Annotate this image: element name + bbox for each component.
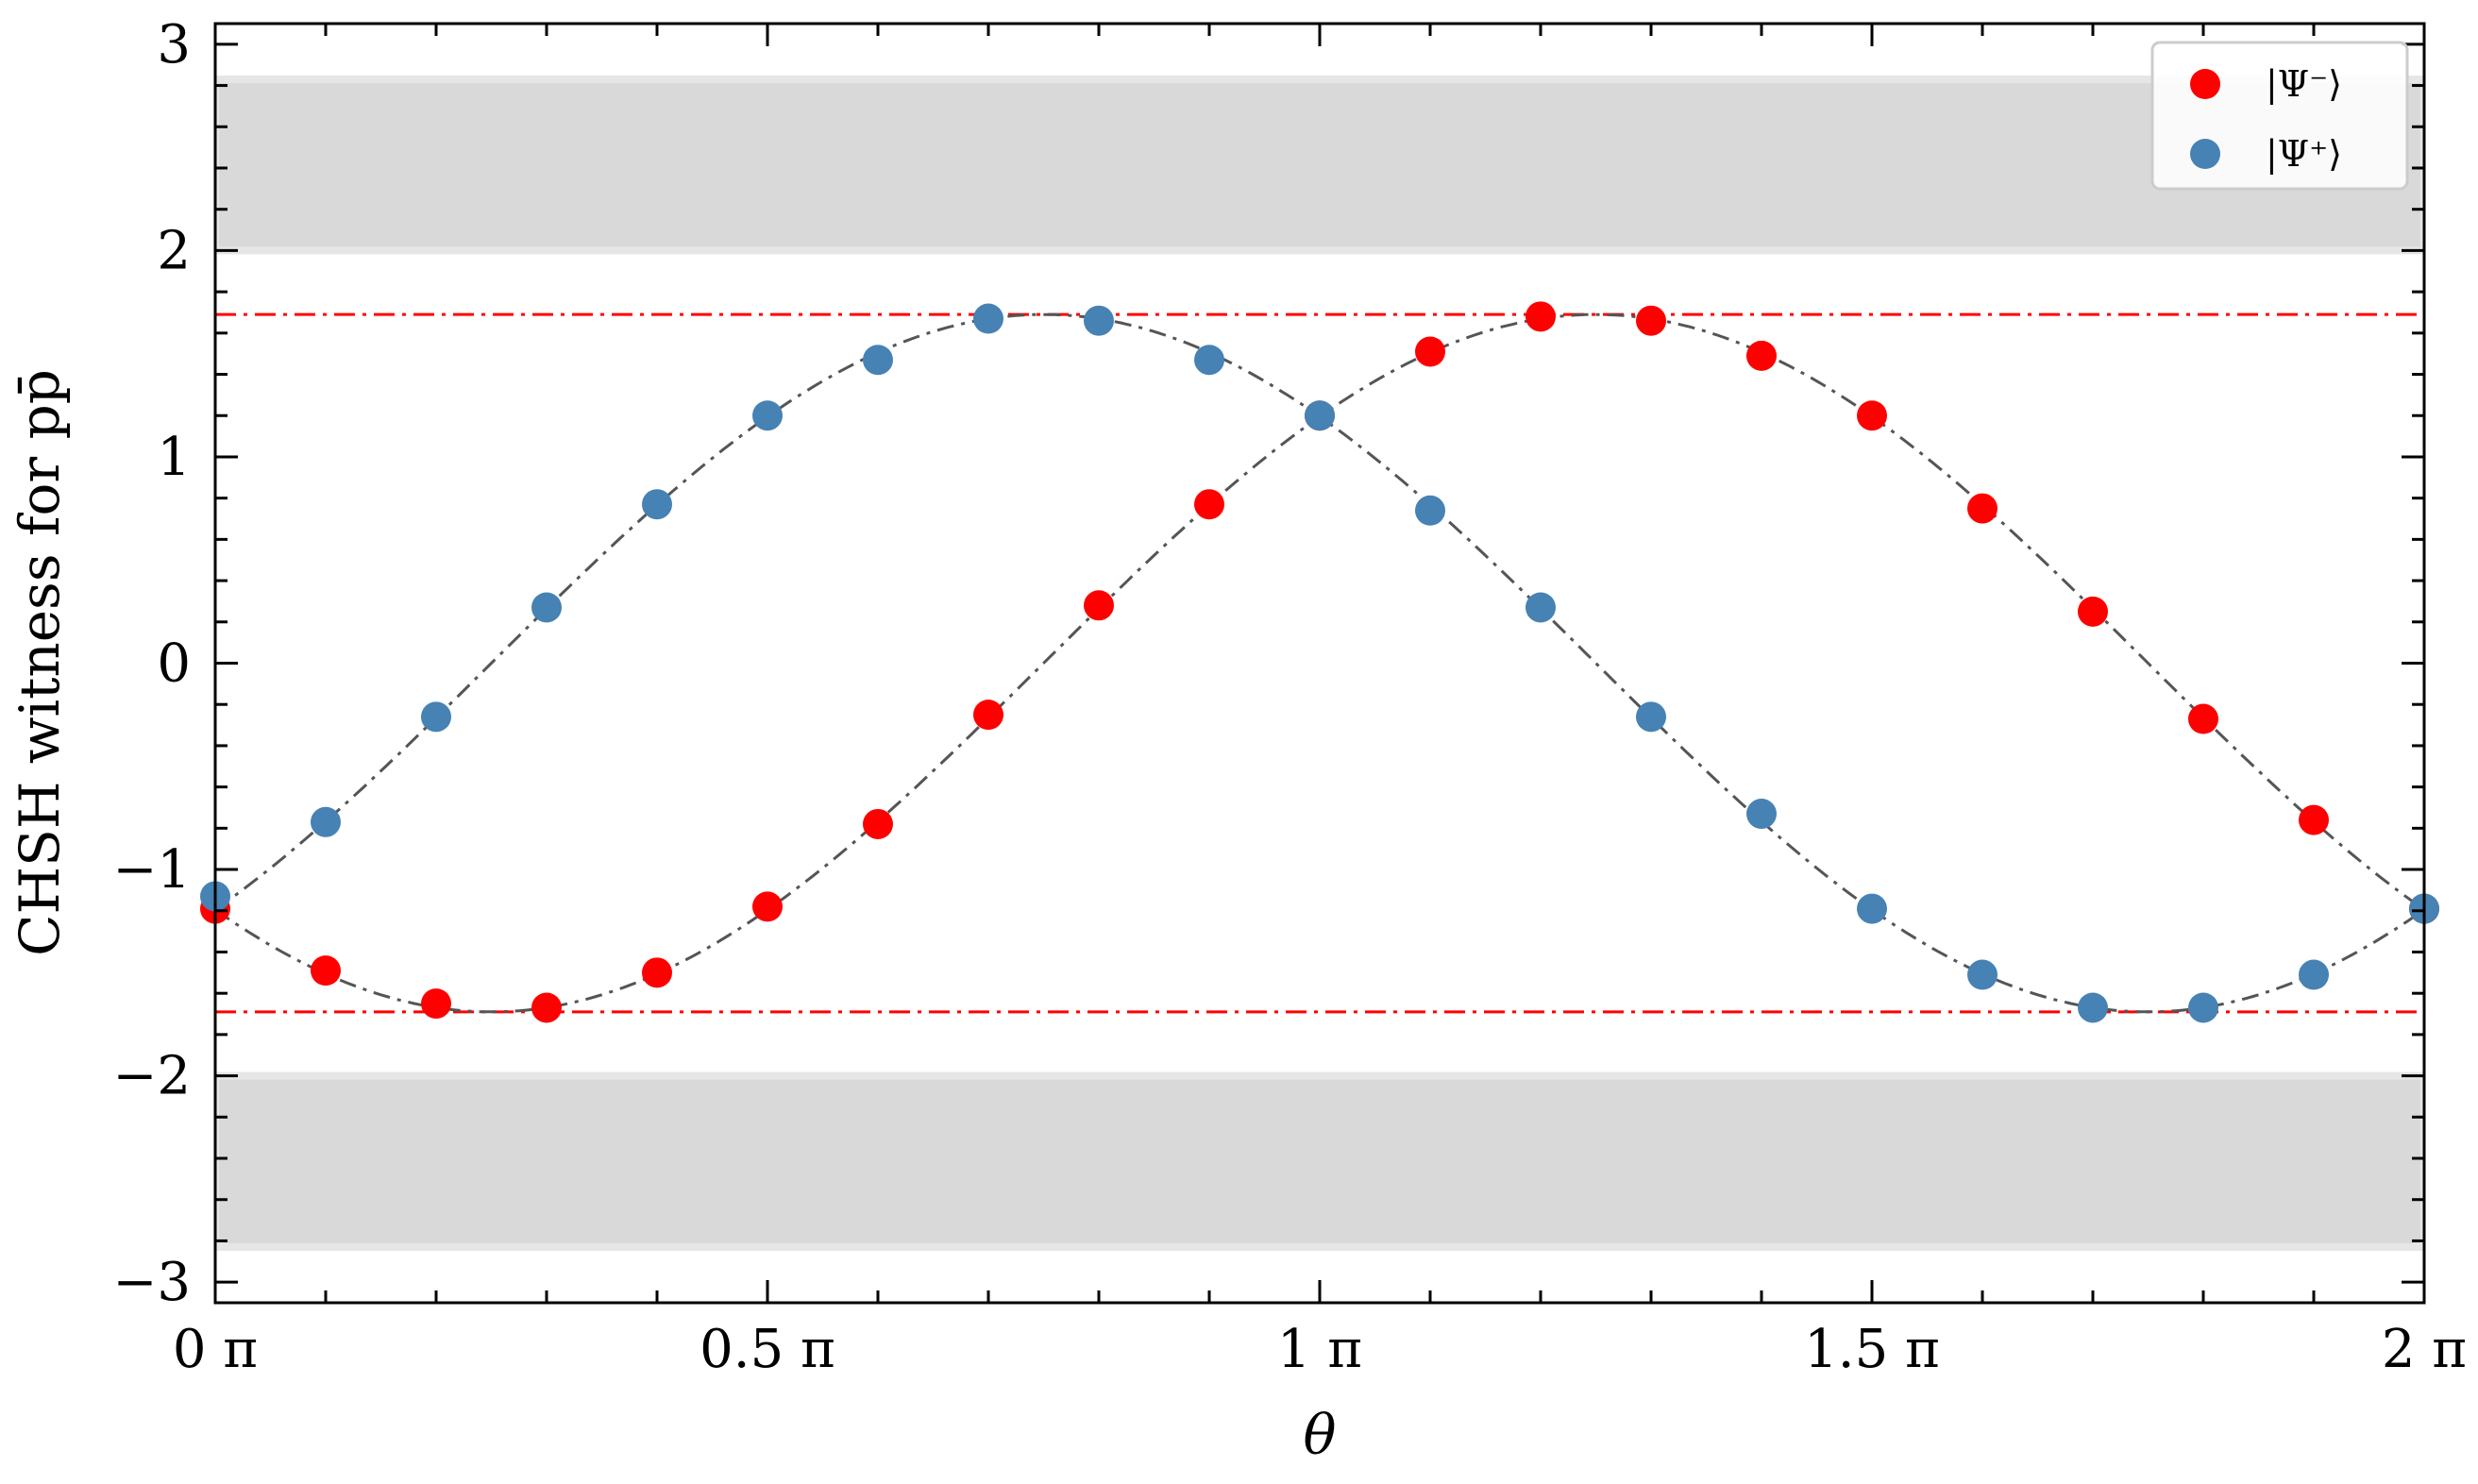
point-psi-plus (752, 400, 783, 431)
point-psi-plus (1857, 893, 1887, 924)
point-psi-plus (642, 489, 672, 520)
reference-lines (215, 312, 2424, 1014)
axis-ticks (213, 24, 2426, 1303)
point-psi-plus (1636, 701, 1666, 733)
point-psi-minus (2188, 703, 2218, 734)
point-psi-minus (1967, 493, 1998, 524)
point-psi-minus (1194, 489, 1224, 520)
point-psi-plus (1967, 959, 1998, 990)
point-psi-minus (1857, 400, 1887, 431)
point-psi-plus (1084, 305, 1114, 336)
point-psi-minus (642, 957, 672, 988)
x-tick-label: 0 π (173, 1319, 258, 1380)
y-tick-label: 2 (157, 220, 191, 281)
point-psi-plus (2299, 959, 2329, 990)
point-psi-minus (1526, 301, 1556, 332)
point-psi-plus (1746, 799, 1777, 830)
point-psi-minus (1746, 340, 1777, 371)
legend-label: |Ψ⁺⟩ (2266, 133, 2342, 175)
point-psi-minus (1415, 336, 1445, 367)
legend-marker (2190, 139, 2220, 169)
x-axis-label: θ (1304, 1403, 1337, 1467)
point-psi-minus (531, 992, 562, 1023)
data-points (200, 301, 2439, 1023)
x-tick-label: 1.5 π (1804, 1319, 1940, 1380)
shaded-band (215, 76, 2424, 255)
point-psi-plus (2078, 992, 2108, 1023)
point-psi-plus (1526, 592, 1556, 623)
y-tick-label: −1 (112, 839, 191, 901)
y-tick-label: 0 (157, 633, 191, 695)
y-tick-label: 1 (157, 427, 191, 488)
point-psi-minus (421, 988, 451, 1020)
x-tick-label: 2 π (2382, 1319, 2467, 1380)
point-psi-minus (2078, 596, 2108, 627)
shaded-band (215, 1071, 2424, 1251)
x-tick-labels: 0 π 0.5 π 1 π 1.5 π 2 π (173, 1319, 2467, 1380)
point-psi-plus (2188, 992, 2218, 1023)
point-psi-minus (1084, 590, 1114, 621)
point-psi-plus (1194, 345, 1224, 376)
legend-label: |Ψ⁻⟩ (2266, 63, 2342, 105)
shaded-bands (215, 76, 2424, 1251)
x-tick-label: 1 π (1277, 1319, 1362, 1380)
point-psi-minus (752, 891, 783, 922)
point-psi-minus (311, 955, 341, 987)
point-psi-plus (421, 701, 451, 733)
point-psi-plus (1415, 495, 1445, 526)
point-psi-plus (311, 806, 341, 837)
point-psi-minus (973, 700, 1003, 731)
point-psi-minus (2299, 804, 2329, 835)
point-psi-plus (973, 303, 1003, 334)
y-tick-label: −2 (112, 1046, 191, 1107)
legend-marker (2190, 69, 2220, 99)
legend: |Ψ⁻⟩ |Ψ⁺⟩ (2150, 41, 2409, 191)
point-psi-minus (863, 808, 893, 839)
y-tick-label: 3 (157, 14, 191, 76)
y-tick-label: −3 (112, 1252, 191, 1313)
y-axis-label: CHSH witness for pp̄ (8, 369, 72, 956)
x-tick-label: 0.5 π (700, 1319, 835, 1380)
point-psi-plus (1305, 400, 1335, 431)
point-psi-plus (863, 345, 893, 376)
point-psi-plus (531, 592, 562, 623)
point-psi-minus (1636, 305, 1666, 336)
y-tick-labels: −3 −2 −1 0 1 2 3 (112, 14, 191, 1313)
